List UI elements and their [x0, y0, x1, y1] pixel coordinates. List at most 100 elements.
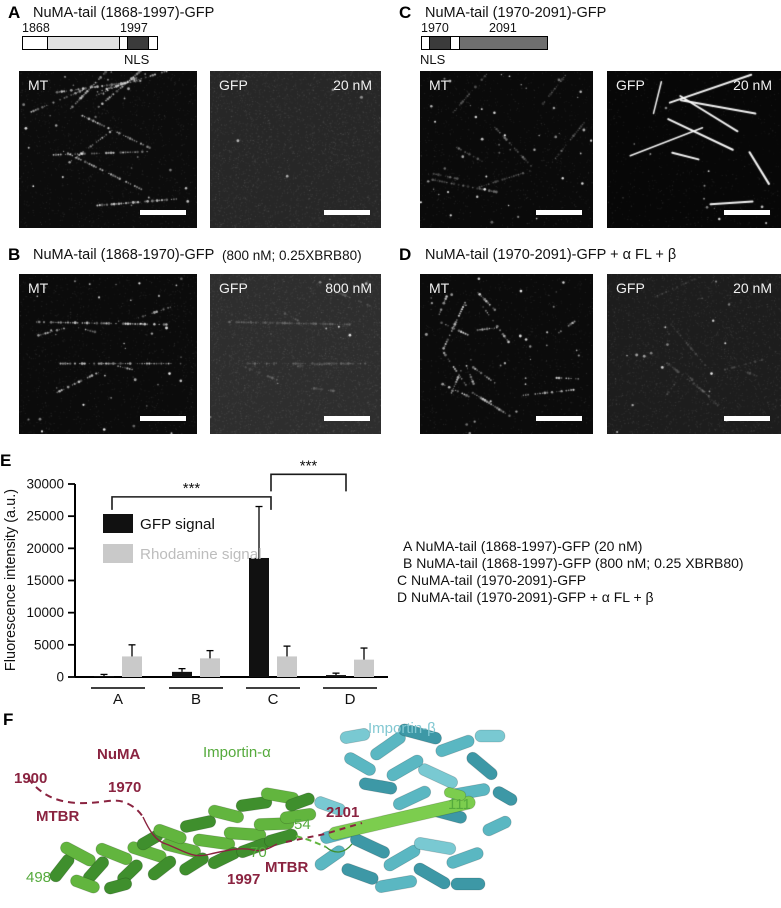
bar-D-gfp: [326, 675, 346, 677]
label-residue-54: 54: [294, 816, 311, 833]
helix-cylinder: [418, 763, 458, 789]
label-residue-1900: 1900: [14, 770, 47, 787]
helix-cylinder: [279, 807, 317, 825]
domain-c-seg4: [459, 37, 547, 49]
helix-cylinder: [474, 729, 506, 743]
significance-bracket: [111, 496, 272, 510]
scale-bar: [140, 210, 186, 215]
domain-a-seg5: [148, 37, 157, 49]
micrograph-a-gfp: GFP 20 nM: [210, 71, 381, 228]
micrograph-c-mt-image: [420, 71, 593, 228]
helix-cylinder: [386, 754, 424, 782]
helix-cylinder: [341, 863, 379, 885]
helix-cylinder: [358, 777, 398, 795]
legend-swatch-rhodamine: [103, 544, 133, 563]
micrograph-d-gfp-image: [607, 274, 781, 434]
micrograph-a-mt-image: [19, 71, 197, 228]
helix-cylinder: [344, 752, 376, 776]
helix-cylinder: [328, 795, 476, 841]
y-tick-label: 0: [56, 670, 64, 685]
panel-f-letter: F: [3, 710, 14, 729]
structure-art: [27, 723, 518, 895]
scale-bar: [724, 416, 770, 421]
helix-cylinder: [103, 877, 133, 895]
domain-c-seg3: [449, 37, 460, 49]
micrograph-b-mt-image: [19, 274, 197, 434]
helix-cylinder: [314, 796, 346, 816]
label-residue-1997: 1997: [227, 871, 260, 888]
helix-cylinder: [153, 823, 187, 845]
panel-e-letter: E: [0, 451, 12, 470]
micrograph-b-gfp-image: [210, 274, 381, 434]
micrograph-a-gfp-image: [210, 71, 381, 228]
domain-diagram-c: [421, 36, 548, 50]
bar-B-rhodamine: [200, 658, 220, 677]
helix-cylinder: [223, 826, 267, 842]
channel-label: GFP: [616, 280, 645, 296]
legend-label-gfp: GFP signal: [140, 516, 215, 533]
helix-cylinder: [413, 836, 457, 856]
condition-key: A NuMA-tail (1868-1997)-GFP (20 nM) B Nu…: [397, 538, 744, 606]
label-residue-1970: 1970: [108, 779, 141, 796]
category-label: D: [345, 691, 356, 708]
micrograph-c-gfp-image: [607, 71, 781, 228]
helix-cylinder: [95, 842, 133, 866]
micrograph-b-mt: MT: [19, 274, 197, 434]
scale-bar: [536, 210, 582, 215]
scale-bar: [140, 416, 186, 421]
panel-b-letter: B: [8, 245, 21, 264]
helix-cylinder: [70, 874, 100, 894]
y-tick-label: 5000: [34, 637, 64, 652]
y-tick-label: 25000: [26, 509, 64, 524]
concentration-label: 20 nM: [733, 280, 772, 296]
helix-cylinder: [435, 734, 475, 758]
helix-cylinder: [398, 723, 442, 745]
condition-line-b: B NuMA-tail (1868-1997)-GFP (800 nM; 0.2…: [403, 555, 744, 571]
y-tick-label: 30000: [26, 477, 64, 492]
concentration-label: 20 nM: [333, 77, 372, 93]
label-residue-498: 498: [26, 869, 51, 886]
significance-bracket: [270, 473, 347, 492]
panel-c-title: NuMA-tail (1970-2091)-GFP: [425, 5, 607, 21]
category-label: C: [268, 691, 279, 708]
domain-c-start: 1970: [421, 21, 449, 35]
channel-label: GFP: [219, 280, 248, 296]
numa-chain: [142, 816, 278, 857]
helix-cylinder: [413, 862, 451, 890]
alpha-dashed-linker: [295, 835, 327, 848]
micrograph-d-mt-image: [420, 274, 593, 434]
significance-stars: ***: [300, 457, 318, 474]
domain-a-start: 1868: [22, 21, 50, 35]
legend-swatch-gfp: [103, 514, 133, 533]
condition-line-d: D NuMA-tail (1970-2091)-GFP + α FL + β: [397, 589, 654, 605]
condition-line-c: C NuMA-tail (1970-2091)-GFP: [397, 572, 587, 588]
helix-cylinder: [482, 815, 512, 837]
bar-D-rhodamine: [354, 659, 374, 677]
channel-label: GFP: [616, 77, 645, 93]
concentration-label: 20 nM: [733, 77, 772, 93]
label-mtbr-left: MTBR: [36, 808, 79, 825]
label-residue-70: 70: [250, 844, 267, 861]
label-importin-beta: Importin-β: [368, 720, 436, 737]
alpha-loop: [325, 843, 353, 853]
helix-cylinder: [443, 787, 467, 801]
numa-dashed-cterm: [285, 822, 363, 843]
channel-label: GFP: [219, 77, 248, 93]
legend-label-rhodamine: Rhodamine signal: [140, 546, 262, 563]
helix-cylinder: [450, 877, 486, 891]
bar-C-rhodamine: [277, 656, 297, 677]
panel-d-title: NuMA-tail (1970-2091)-GFP + α FL + β: [425, 247, 677, 263]
bar-C-gfp: [249, 557, 269, 677]
panel-c-letter: C: [399, 3, 412, 22]
y-axis-label: Fluorescence intensity (a.u.): [3, 489, 19, 671]
micrograph-d-mt: MT: [420, 274, 593, 434]
domain-a-seg2: [47, 37, 119, 49]
micrograph-c-gfp: GFP 20 nM: [607, 71, 781, 228]
label-residue-111: 111: [448, 796, 471, 813]
bar-A-rhodamine: [122, 656, 142, 677]
channel-label: MT: [28, 77, 49, 93]
scale-bar: [324, 416, 370, 421]
concentration-label: 800 nM: [325, 280, 372, 296]
domain-c-end: 2091: [489, 21, 517, 35]
